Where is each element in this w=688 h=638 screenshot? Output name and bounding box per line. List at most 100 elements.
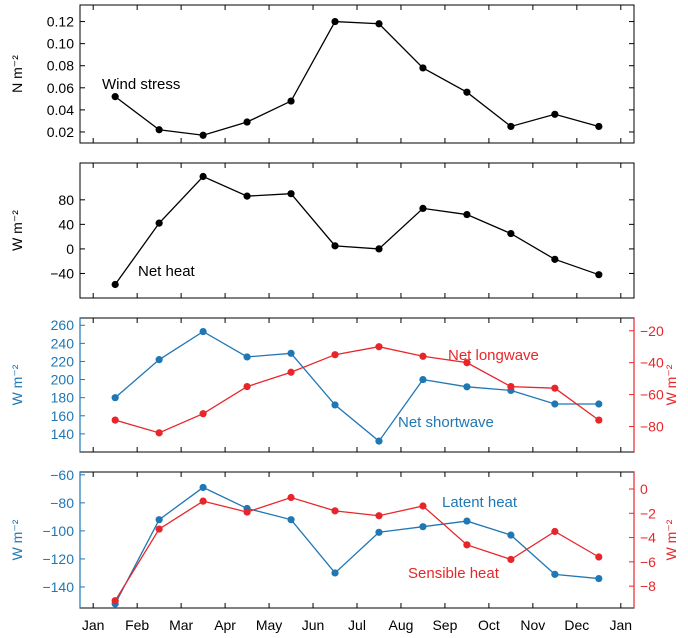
data-point: [507, 555, 515, 564]
y-tick-label: 0.08: [47, 58, 74, 74]
y-axis-label: W m⁻²: [9, 519, 25, 560]
series-label: Latent heat: [442, 494, 518, 511]
data-point: [551, 570, 559, 578]
y-axis-label: N m⁻²: [9, 55, 25, 93]
data-point: [155, 525, 163, 533]
y-tick-label: −60: [50, 467, 74, 483]
y-tick-label: 160: [51, 408, 75, 424]
data-point: [287, 516, 295, 524]
data-point: [199, 483, 207, 492]
series-line-net-heat: [114, 175, 600, 285]
data-point: [463, 541, 471, 549]
data-point: [463, 210, 471, 219]
data-point: [419, 502, 427, 510]
data-point: [199, 410, 207, 418]
x-tick-label: Jun: [302, 617, 325, 633]
data-point: [287, 190, 295, 198]
series-label: Net longwave: [448, 347, 539, 364]
series-line-latent-heat: [114, 486, 599, 605]
data-point: [111, 597, 119, 605]
y-tick-label: 180: [51, 390, 75, 406]
y-tick-label: 140: [51, 426, 75, 442]
data-point: [111, 394, 119, 402]
data-point: [375, 20, 383, 28]
y-tick-label: −40: [50, 265, 74, 281]
x-tick-label: Jan: [610, 617, 633, 633]
series-line-sensible-heat: [114, 496, 600, 602]
panel-3: 140 160 180 200 220 240 260 −80 −60 −40 −20 W m⁻² W …: [9, 317, 679, 453]
data-point: [419, 375, 427, 384]
y-tick-label: −100: [42, 523, 74, 539]
data-point: [419, 352, 427, 360]
y-tick-label: 0.06: [47, 80, 74, 96]
panel-2: −40 0 40 80 W m⁻² Net heat: [9, 162, 635, 299]
x-tick-label: Feb: [125, 617, 149, 633]
plot-frame: [79, 471, 635, 609]
x-tick-label: May: [256, 617, 282, 633]
series-line-wind-stress: [114, 20, 599, 136]
plot-frame: [79, 4, 635, 144]
data-point: [595, 553, 603, 561]
y-tick-label: 0: [66, 241, 74, 257]
data-point: [419, 523, 427, 531]
y-tick-label: 0.12: [47, 14, 74, 30]
data-point: [199, 131, 207, 139]
y-tick-label: 220: [51, 353, 75, 369]
series-line-net-shortwave: [114, 330, 599, 443]
data-point: [155, 219, 163, 227]
y-tick-label: 0.10: [47, 36, 74, 52]
y-tick-label: 80: [58, 192, 74, 208]
y-axis-label-right: W m⁻²: [663, 519, 679, 560]
data-point: [243, 192, 251, 200]
y-axis-label: W m⁻²: [9, 210, 25, 251]
data-point: [551, 110, 559, 118]
y-tick-label-right: −20: [640, 323, 664, 339]
plot-frame: [79, 317, 635, 453]
data-point: [463, 517, 471, 525]
data-point: [155, 126, 163, 134]
data-point: [243, 508, 251, 516]
y-tick-label: 40: [58, 216, 74, 232]
y-tick-label-right: 0: [640, 481, 648, 497]
data-point: [463, 359, 471, 367]
data-point: [595, 122, 603, 131]
data-point: [463, 88, 471, 96]
data-point: [551, 255, 559, 263]
data-point: [331, 17, 339, 26]
data-point: [375, 528, 383, 536]
data-point: [155, 356, 163, 364]
y-tick-label: −80: [50, 495, 74, 511]
data-point: [595, 416, 603, 424]
data-point: [287, 368, 295, 376]
data-point: [331, 351, 339, 359]
y-tick-label-right: −80: [640, 418, 664, 434]
data-point: [243, 118, 251, 126]
x-tick-label: Aug: [389, 617, 414, 633]
x-tick-label: Apr: [214, 617, 236, 633]
y-tick-label-right: −60: [640, 387, 664, 403]
data-point: [595, 574, 603, 583]
data-point: [375, 245, 383, 253]
x-tick-label: Sep: [432, 617, 457, 633]
series-line-net-longwave: [114, 346, 600, 434]
y-axis-label: W m⁻²: [9, 364, 25, 405]
y-tick-label: −120: [42, 551, 74, 567]
data-point: [331, 507, 339, 515]
x-tick-label: Jan: [82, 617, 105, 633]
data-point: [419, 204, 427, 213]
data-point: [463, 383, 471, 391]
data-point: [331, 569, 339, 577]
data-point: [507, 531, 515, 539]
data-point: [155, 516, 163, 524]
data-point: [551, 384, 559, 392]
y-tick-label-right: −2: [640, 505, 656, 521]
data-point: [507, 229, 515, 238]
data-point: [551, 400, 559, 408]
data-point: [375, 343, 383, 351]
data-point: [375, 437, 383, 445]
x-tick-label: Dec: [564, 617, 589, 633]
y-tick-label-right: −8: [640, 578, 656, 594]
series-label: Net heat: [138, 263, 196, 280]
data-point: [243, 353, 251, 361]
